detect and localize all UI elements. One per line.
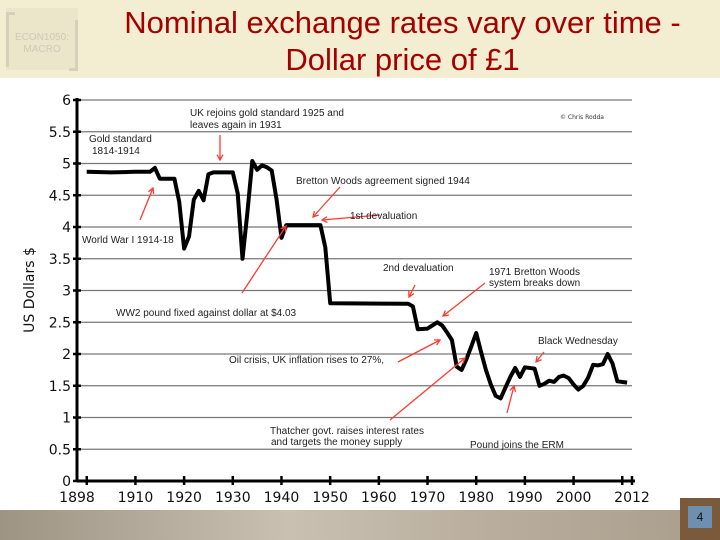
annotation-arrow xyxy=(441,282,486,317)
exchange-rate-line xyxy=(86,159,628,401)
page-number-badge: 4 xyxy=(680,498,720,540)
annotation-uk-rejoins: UK rejoins gold standard 1925 and xyxy=(190,108,344,119)
annotation-arrow xyxy=(139,186,155,221)
y-axis-label: US Dollars $ xyxy=(22,247,38,333)
y-tick-label: 5.5 xyxy=(49,125,71,141)
logo-text: ECON1050: xyxy=(15,32,69,43)
y-tick-label: 2.5 xyxy=(49,315,71,331)
y-tick-label: 1.5 xyxy=(49,379,71,395)
x-tick-label: 1910 xyxy=(118,490,154,506)
annotation-arrow xyxy=(397,339,442,363)
annotation-ww2: WW2 pound fixed against dollar at $4.03 xyxy=(116,308,297,319)
slide-footer-image xyxy=(0,510,720,540)
annotation-arrow xyxy=(408,284,416,299)
annotation-arrow xyxy=(389,357,467,421)
annotation-ww1: World War I 1914-18 xyxy=(82,235,174,246)
y-tick-label: 0 xyxy=(62,474,71,490)
annotation-uk-rejoins: leaves again in 1931 xyxy=(190,120,282,131)
logo-text: MACRO xyxy=(23,44,61,55)
annotation-arrow xyxy=(241,224,287,294)
annotations: Gold standard 1814-1914 UK rejoins gold … xyxy=(82,108,618,451)
y-tick-label: 0.5 xyxy=(49,442,71,458)
x-tick-label: 1960 xyxy=(361,490,397,506)
y-tick-label: 4.5 xyxy=(49,188,71,204)
x-tick-label: 1970 xyxy=(410,490,446,506)
chart-credit: © Chris Rodda xyxy=(560,114,604,121)
y-tick-label: 1 xyxy=(62,411,71,427)
annotation-bw-breaks: system breaks down xyxy=(489,278,580,289)
x-tick-label: 2012 xyxy=(614,490,650,506)
annotation-thatcher: and targets the money supply xyxy=(271,437,402,448)
annotation-gold-standard: 1814-1914 xyxy=(92,146,140,157)
slide-header xyxy=(0,0,720,78)
annotation-second-devaluation: 2nd devaluation xyxy=(383,263,454,274)
annotation-thatcher: Thatcher govt. raises interest rates xyxy=(270,426,424,437)
annotation-arrow xyxy=(312,186,341,219)
y-tick-label: 2 xyxy=(62,347,71,363)
annotation-erm: Pound joins the ERM xyxy=(470,440,564,451)
annotation-oil-crisis: Oil crisis, UK inflation rises to 27%, xyxy=(229,355,384,366)
annotation-first-devaluation: 1st devaluation xyxy=(350,211,417,222)
y-tick-label: 5 xyxy=(62,157,71,173)
y-tick-label: 3 xyxy=(62,284,71,300)
x-tick-label: 1930 xyxy=(215,490,251,506)
annotation-gold-standard: Gold standard xyxy=(89,134,152,145)
annotation-arrow xyxy=(506,384,517,414)
x-tick-label: 2000 xyxy=(556,490,592,506)
annotation-bretton-woods: Bretton Woods agreement signed 1944 xyxy=(296,176,470,187)
x-tick-label: 1940 xyxy=(264,490,300,506)
title-line-2: Dollar price of £1 xyxy=(285,42,520,77)
x-tick-label: 1990 xyxy=(507,490,543,506)
y-tick-label: 4 xyxy=(62,220,71,236)
x-tick-label: 1950 xyxy=(312,490,348,506)
annotation-bw-breaks: 1971 Bretton Woods xyxy=(489,267,580,278)
course-logo: ECON1050: MACRO xyxy=(6,8,78,71)
y-tick-label: 3.5 xyxy=(49,252,71,268)
x-tick-label: 1898 xyxy=(59,490,95,506)
page-number: 4 xyxy=(688,506,712,528)
annotation-arrow xyxy=(216,135,224,162)
slide-title: Nominal exchange rates vary over time - … xyxy=(90,4,715,78)
title-line-1: Nominal exchange rates vary over time - xyxy=(124,5,681,40)
annotation-arrow xyxy=(320,214,381,224)
annotation-black-wednesday: Black Wednesday xyxy=(538,336,618,347)
x-tick-label: 1980 xyxy=(458,490,494,506)
x-tick-label: 1920 xyxy=(166,490,202,506)
annotation-arrow xyxy=(535,351,545,364)
y-tick-label: 6 xyxy=(62,93,71,109)
